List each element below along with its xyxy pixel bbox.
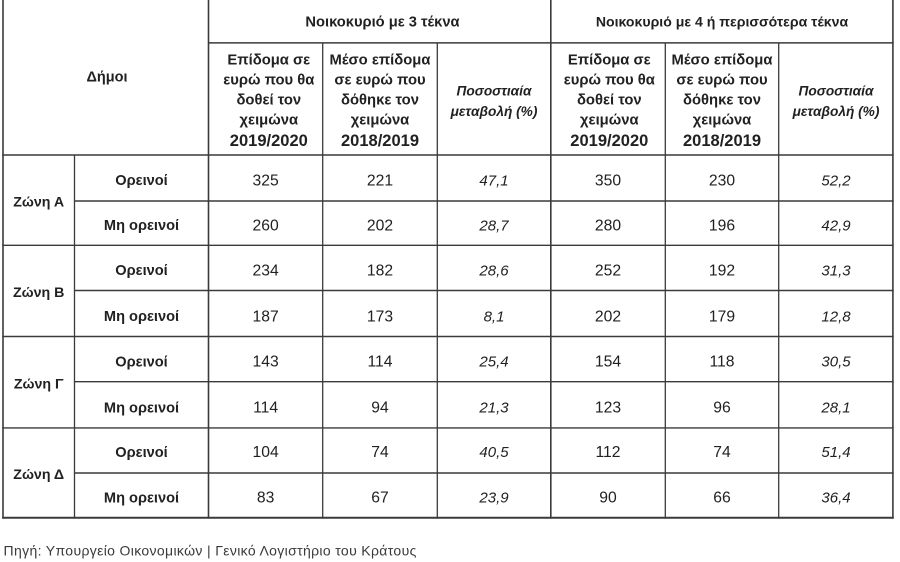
svg-text:260: 260: [253, 217, 279, 234]
svg-text:Ζώνη Α: Ζώνη Α: [13, 195, 64, 211]
svg-text:Μη ορεινοί: Μη ορεινοί: [104, 218, 179, 234]
svg-text:8,1: 8,1: [484, 308, 505, 325]
svg-text:36,4: 36,4: [821, 490, 850, 507]
svg-text:196: 196: [709, 217, 735, 234]
svg-text:Ζώνη Δ: Ζώνη Δ: [13, 467, 64, 483]
svg-text:90: 90: [599, 490, 617, 507]
svg-text:σε ευρώ που: σε ευρώ που: [334, 73, 425, 89]
svg-text:ευρώ που θα: ευρώ που θα: [223, 73, 314, 89]
svg-text:252: 252: [595, 262, 621, 279]
svg-text:χειμώνα: χειμώνα: [240, 113, 299, 129]
svg-text:202: 202: [367, 217, 393, 234]
svg-text:234: 234: [253, 262, 279, 279]
svg-text:Επίδομα σε: Επίδομα σε: [227, 53, 310, 69]
svg-text:83: 83: [257, 490, 275, 507]
svg-text:Μέσο επίδομα: Μέσο επίδομα: [672, 53, 773, 69]
svg-text:δόθηκε τον: δόθηκε τον: [341, 93, 419, 109]
svg-text:Μη ορεινοί: Μη ορεινοί: [104, 400, 179, 416]
svg-text:2018/2019: 2018/2019: [683, 132, 761, 150]
svg-text:Μέσο επίδομα: Μέσο επίδομα: [330, 53, 431, 69]
svg-text:Ζώνη Γ: Ζώνη Γ: [14, 376, 64, 392]
svg-text:280: 280: [595, 217, 621, 234]
svg-text:52,2: 52,2: [821, 172, 851, 189]
svg-text:Μη ορεινοί: Μη ορεινοί: [104, 309, 179, 325]
svg-text:12,8: 12,8: [821, 308, 851, 325]
svg-text:Ορεινοί: Ορεινοί: [115, 263, 167, 279]
svg-text:179: 179: [709, 308, 735, 325]
svg-text:δοθεί τον: δοθεί τον: [577, 93, 642, 109]
svg-text:χειμώνα: χειμώνα: [580, 113, 639, 129]
svg-text:30,5: 30,5: [821, 354, 851, 371]
svg-text:325: 325: [253, 172, 279, 189]
svg-text:χειμώνα: χειμώνα: [693, 113, 752, 129]
svg-text:Ποσοστιαία: Ποσοστιαία: [457, 84, 532, 99]
svg-text:Επίδομα σε: Επίδομα σε: [568, 53, 651, 69]
svg-text:230: 230: [709, 172, 735, 189]
svg-text:2018/2019: 2018/2019: [341, 132, 419, 150]
svg-text:202: 202: [595, 308, 621, 325]
svg-text:2019/2020: 2019/2020: [230, 132, 308, 150]
svg-text:Νοικοκυριό με 3 τέκνα: Νοικοκυριό με 3 τέκνα: [305, 14, 459, 30]
svg-text:173: 173: [367, 308, 393, 325]
svg-text:31,3: 31,3: [821, 262, 851, 279]
svg-text:187: 187: [253, 308, 279, 325]
svg-text:Μη ορεινοί: Μη ορεινοί: [104, 490, 179, 506]
svg-text:47,1: 47,1: [479, 172, 508, 189]
svg-text:67: 67: [371, 490, 388, 507]
svg-text:μεταβολή (%): μεταβολή (%): [792, 104, 880, 119]
svg-text:2019/2020: 2019/2020: [570, 132, 648, 150]
svg-text:28,1: 28,1: [820, 400, 850, 417]
svg-text:Πηγή: Υπουργείο Οικονομικών |: Πηγή: Υπουργείο Οικονομικών | Γενικό Λογ…: [4, 543, 417, 559]
svg-text:66: 66: [713, 490, 731, 507]
svg-text:δόθηκε τον: δόθηκε τον: [683, 93, 761, 109]
svg-text:χειμώνα: χειμώνα: [351, 113, 410, 129]
svg-text:δοθεί τον: δοθεί τον: [236, 93, 301, 109]
svg-text:123: 123: [595, 400, 621, 417]
svg-text:182: 182: [367, 262, 393, 279]
svg-text:94: 94: [371, 400, 389, 417]
svg-text:143: 143: [253, 354, 279, 371]
svg-text:104: 104: [253, 444, 279, 461]
svg-text:Νοικοκυριό με 4 ή περισσότερα: Νοικοκυριό με 4 ή περισσότερα τέκνα: [596, 13, 849, 29]
svg-text:118: 118: [709, 354, 734, 371]
svg-text:Ορεινοί: Ορεινοί: [115, 173, 167, 189]
svg-text:Ζώνη Β: Ζώνη Β: [13, 285, 64, 301]
svg-text:112: 112: [595, 444, 620, 461]
svg-text:154: 154: [595, 354, 621, 371]
svg-text:28,6: 28,6: [478, 262, 509, 279]
svg-text:Ορεινοί: Ορεινοί: [115, 445, 167, 461]
svg-text:74: 74: [371, 444, 389, 461]
svg-text:σε ευρώ που: σε ευρώ που: [676, 73, 767, 89]
svg-text:74: 74: [713, 444, 731, 461]
svg-text:192: 192: [709, 262, 735, 279]
svg-text:42,9: 42,9: [821, 217, 851, 234]
svg-text:96: 96: [713, 400, 731, 417]
svg-text:350: 350: [595, 172, 621, 189]
svg-text:25,4: 25,4: [478, 354, 508, 371]
svg-text:μεταβολή (%): μεταβολή (%): [450, 104, 538, 119]
svg-text:221: 221: [367, 172, 393, 189]
svg-text:ευρώ που θα: ευρώ που θα: [564, 73, 655, 89]
svg-text:Ποσοστιαία: Ποσοστιαία: [799, 84, 874, 99]
svg-text:Δήμοι: Δήμοι: [86, 70, 127, 86]
svg-text:51,4: 51,4: [821, 444, 850, 461]
svg-text:114: 114: [253, 400, 278, 417]
svg-text:21,3: 21,3: [478, 400, 509, 417]
svg-text:23,9: 23,9: [478, 490, 509, 507]
svg-text:114: 114: [367, 354, 392, 371]
svg-text:28,7: 28,7: [478, 217, 509, 234]
svg-text:40,5: 40,5: [479, 444, 509, 461]
svg-text:Ορεινοί: Ορεινοί: [115, 354, 167, 370]
